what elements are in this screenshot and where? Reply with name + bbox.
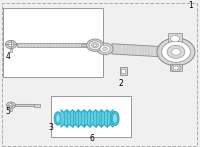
Circle shape	[103, 47, 107, 51]
Circle shape	[172, 49, 180, 55]
FancyBboxPatch shape	[17, 44, 87, 47]
FancyBboxPatch shape	[15, 104, 35, 106]
Circle shape	[87, 39, 103, 51]
FancyBboxPatch shape	[34, 103, 40, 107]
FancyBboxPatch shape	[10, 49, 12, 52]
Circle shape	[93, 44, 97, 46]
Circle shape	[171, 64, 181, 72]
FancyBboxPatch shape	[81, 44, 87, 46]
Circle shape	[91, 43, 99, 48]
Circle shape	[9, 104, 13, 107]
Ellipse shape	[111, 111, 119, 125]
Text: 5: 5	[5, 107, 10, 116]
Polygon shape	[112, 44, 164, 57]
Circle shape	[173, 66, 179, 70]
Ellipse shape	[54, 112, 62, 125]
Circle shape	[100, 45, 110, 52]
Ellipse shape	[56, 114, 60, 123]
Text: 2: 2	[119, 79, 123, 88]
Text: 6: 6	[90, 135, 94, 143]
Circle shape	[167, 45, 185, 58]
Circle shape	[157, 38, 195, 66]
FancyBboxPatch shape	[121, 69, 125, 73]
Text: 3: 3	[49, 123, 53, 132]
FancyBboxPatch shape	[168, 33, 182, 45]
Circle shape	[5, 40, 17, 49]
Circle shape	[97, 43, 113, 55]
FancyBboxPatch shape	[3, 8, 103, 77]
Circle shape	[162, 41, 190, 62]
Polygon shape	[61, 110, 113, 127]
FancyBboxPatch shape	[164, 49, 172, 54]
Ellipse shape	[113, 113, 117, 124]
Circle shape	[171, 35, 179, 42]
FancyBboxPatch shape	[51, 96, 131, 137]
Circle shape	[7, 102, 15, 108]
Text: 1: 1	[189, 1, 193, 10]
Circle shape	[8, 42, 14, 47]
Text: 4: 4	[5, 52, 10, 61]
FancyBboxPatch shape	[120, 67, 127, 75]
FancyBboxPatch shape	[170, 64, 182, 71]
FancyBboxPatch shape	[10, 108, 12, 111]
Circle shape	[89, 41, 101, 50]
